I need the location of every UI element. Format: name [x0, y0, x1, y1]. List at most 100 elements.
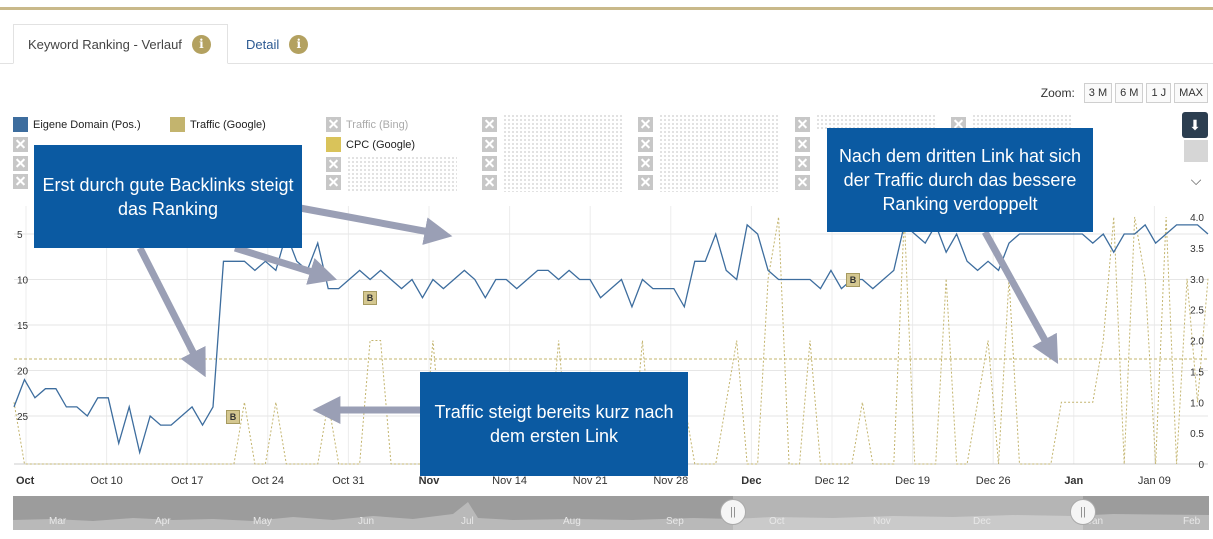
- x-tick-label: Dec 26: [976, 475, 1011, 487]
- hidden-series-icon[interactable]: [482, 137, 497, 152]
- hidden-series-icon[interactable]: [326, 175, 341, 190]
- hidden-series-icon: [326, 117, 341, 132]
- arrow: [136, 246, 206, 378]
- hidden-series-icon[interactable]: [13, 137, 28, 152]
- chevron-down-icon[interactable]: ⌵: [1190, 171, 1202, 188]
- hidden-series-icon[interactable]: [638, 137, 653, 152]
- legend-item-traffic-google[interactable]: Traffic (Google): [170, 117, 266, 132]
- y-tick-label: 20: [17, 367, 29, 378]
- arrow: [299, 204, 453, 245]
- navigator-sparkline: [13, 502, 1209, 530]
- download-button[interactable]: ⬇: [1182, 112, 1208, 138]
- zoom-max-button[interactable]: MAX: [1174, 83, 1208, 103]
- hidden-series-icon[interactable]: [795, 137, 810, 152]
- tab-label: Detail: [246, 36, 280, 52]
- legend-item-eigene-domain[interactable]: Eigene Domain (Pos.): [13, 117, 141, 132]
- hidden-series-icon[interactable]: [795, 156, 810, 171]
- callout-third-link: Nach dem dritten Link hat sich der Traff…: [827, 128, 1093, 232]
- x-tick-label: Dec: [741, 475, 761, 487]
- redacted-legend-area: [347, 156, 457, 192]
- ranking-line: [13, 223, 1209, 455]
- zoom-6m-button[interactable]: 6 M: [1115, 83, 1144, 103]
- hidden-series-icon[interactable]: [795, 117, 810, 132]
- x-tick-label: Nov 14: [492, 475, 527, 487]
- backlink-marker[interactable]: B: [226, 410, 240, 424]
- navigator-selection[interactable]: [733, 496, 1083, 530]
- x-tick-label: Oct: [16, 475, 35, 487]
- navigator-handle-left[interactable]: ||: [720, 499, 746, 525]
- time-navigator[interactable]: Mar Apr May Jun Jul Aug Sep Oct Nov Dec …: [13, 496, 1209, 530]
- legend-label: Traffic (Google): [190, 118, 266, 131]
- info-icon[interactable]: i: [289, 34, 309, 54]
- y-tick-label: 5: [17, 230, 23, 241]
- hidden-series-icon[interactable]: [638, 117, 653, 132]
- legend-swatch: [326, 137, 341, 152]
- navigator-handle-right[interactable]: ||: [1070, 499, 1096, 525]
- navigator-label: Nov: [873, 516, 891, 527]
- x-tick-label: Oct 24: [252, 475, 284, 487]
- redacted-legend-area: [816, 114, 936, 130]
- tab-label: Keyword Ranking - Verlauf: [28, 36, 182, 52]
- hidden-series-icon[interactable]: [638, 175, 653, 190]
- redacted-legend-area: [503, 114, 623, 192]
- tab-detail[interactable]: Detail i: [246, 24, 309, 64]
- hidden-series-icon[interactable]: [13, 174, 28, 189]
- y-tick-label: 1.5: [1190, 367, 1204, 378]
- hidden-series-icon[interactable]: [482, 175, 497, 190]
- navigator-label: Oct: [769, 516, 785, 527]
- navigator-label: May: [253, 516, 272, 527]
- legend-scrollbar[interactable]: ⌵: [1184, 140, 1208, 194]
- navigator-label: Dec: [973, 516, 991, 527]
- x-tick-label: Nov: [419, 475, 441, 487]
- chart-legend: Eigene Domain (Pos.) Traffic (Google) Tr…: [13, 114, 1181, 194]
- download-icon: ⬇: [1189, 116, 1201, 133]
- hidden-series-icon[interactable]: [482, 117, 497, 132]
- legend-label: CPC (Google): [346, 138, 416, 151]
- hidden-series-icon[interactable]: [326, 157, 341, 172]
- x-tick-label: Jan 09: [1138, 475, 1171, 487]
- y-tick-label: 1.0: [1190, 398, 1204, 409]
- info-icon[interactable]: i: [191, 34, 211, 54]
- y-tick-label: 2.0: [1190, 337, 1204, 348]
- zoom-label: Zoom:: [1040, 86, 1075, 100]
- scroll-thumb[interactable]: [1184, 140, 1208, 162]
- y-axis-right: 4.0 3.5 3.0 2.5 2.0 1.5 1.0 0.5 0: [1190, 213, 1204, 471]
- legend-item-traffic-bing[interactable]: Traffic (Bing): [326, 117, 408, 132]
- arrow: [233, 244, 338, 285]
- backlink-marker[interactable]: B: [363, 291, 377, 305]
- backlink-marker[interactable]: B: [846, 273, 860, 287]
- zoom-1y-button[interactable]: 1 J: [1146, 83, 1172, 103]
- hidden-series-icon[interactable]: [482, 156, 497, 171]
- x-tick-label: Oct 17: [171, 475, 203, 487]
- x-tick-label: Oct 31: [332, 475, 364, 487]
- navigator-label: Apr: [155, 516, 171, 527]
- x-axis: Oct Oct 10 Oct 17 Oct 24 Oct 31 Nov Nov 14 Nov …: [16, 475, 1171, 487]
- legend-swatch: [170, 117, 185, 132]
- legend-label: Traffic (Bing): [346, 118, 409, 131]
- legend-item-cpc-google[interactable]: CPC (Google): [326, 137, 415, 152]
- x-tick-label: Oct 10: [90, 475, 122, 487]
- redacted-legend-area: [972, 114, 1072, 130]
- tab-bar: Keyword Ranking - Verlauf i Detail i: [0, 24, 1213, 64]
- callout-traffic-first-link: Traffic steigt bereits kurz nach dem ers…: [420, 372, 688, 476]
- redacted-legend-area: [659, 114, 779, 192]
- hidden-series-icon[interactable]: [13, 156, 28, 171]
- y-tick-label: 0.5: [1190, 429, 1204, 440]
- hidden-series-icon[interactable]: [638, 156, 653, 171]
- y-tick-label: 4.0: [1190, 213, 1204, 224]
- y-tick-label: 0: [1198, 460, 1204, 471]
- y-tick-label: 3.5: [1190, 244, 1204, 255]
- callout-backlinks: Erst durch gute Backlinks steigt das Ran…: [34, 145, 302, 248]
- navigator-label: Jul: [461, 516, 474, 527]
- hidden-series-icon[interactable]: [795, 175, 810, 190]
- navigator-label: Jun: [358, 516, 375, 527]
- zoom-3m-button[interactable]: 3 M: [1083, 83, 1113, 103]
- x-tick-label: Nov 28: [653, 475, 688, 487]
- navigator-label: Sep: [666, 516, 684, 527]
- navigator-label: Feb: [1183, 516, 1201, 527]
- tab-keyword-ranking[interactable]: Keyword Ranking - Verlauf i: [13, 24, 228, 64]
- x-tick-label: Dec 19: [895, 475, 930, 487]
